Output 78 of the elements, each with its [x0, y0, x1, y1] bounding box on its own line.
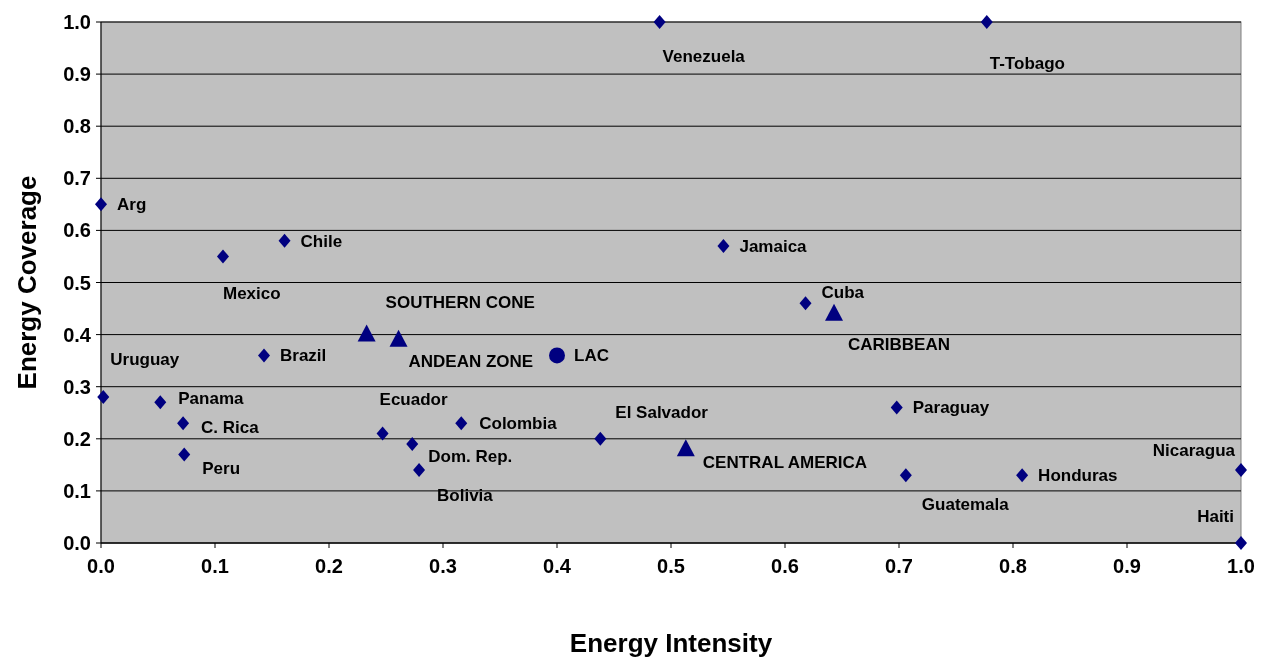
point	[357, 324, 376, 342]
y-tick-label: 0.7	[63, 167, 91, 190]
point	[177, 416, 190, 431]
annotation: Ecuador	[379, 390, 448, 410]
point	[154, 395, 167, 410]
x-tick-label: 0.2	[315, 555, 343, 577]
x-tick-label: 0.9	[1113, 555, 1141, 577]
point	[278, 233, 291, 248]
x-tick-label: 0.0	[87, 555, 115, 577]
annotation: Panama	[178, 388, 245, 408]
y-tick-label: 0.3	[63, 375, 91, 398]
x-tick-label: 0.8	[999, 555, 1027, 577]
point	[890, 400, 903, 415]
x-tick-label: 0.5	[657, 555, 685, 577]
x-tick-label: 0.1	[201, 555, 229, 577]
point	[406, 437, 419, 452]
point	[95, 197, 107, 212]
annotation: Dom. Rep.	[428, 446, 513, 466]
point	[258, 348, 271, 363]
annotation: CARIBBEAN	[848, 335, 951, 355]
point	[97, 390, 110, 405]
point	[980, 15, 993, 29]
x-tick-label: 0.6	[771, 555, 799, 577]
point	[676, 439, 695, 457]
annotation: CENTRAL AMERICA	[702, 452, 868, 472]
annotation: Uruguay	[110, 349, 180, 369]
annotation: Cuba	[821, 282, 865, 302]
annotation: Mexico	[222, 283, 281, 303]
y-tick-label: 0.9	[63, 63, 91, 86]
annotation: Venezuela	[662, 46, 746, 66]
x-tick-label: 1.0	[1227, 555, 1255, 577]
y-tick-label: 0.0	[63, 532, 91, 554]
point	[717, 239, 730, 254]
point	[1235, 463, 1247, 478]
x-tick-label: 0.7	[885, 555, 913, 577]
annotation: Nicaragua	[1152, 440, 1236, 460]
y-tick-label: 1.0	[63, 11, 91, 33]
annotation: Guatemala	[921, 494, 1010, 514]
annotation: El Salvador	[615, 403, 709, 423]
annotation: C. Rica	[201, 417, 260, 437]
point	[389, 329, 408, 347]
annotation: Peru	[202, 458, 241, 478]
y-tick-label: 0.5	[63, 271, 91, 294]
point	[899, 468, 912, 483]
annotation: Arg	[117, 194, 147, 214]
annotation: ANDEAN ZONE	[408, 352, 534, 372]
annotation: Honduras	[1038, 465, 1118, 485]
point	[376, 426, 389, 441]
annotation: SOUTHERN CONE	[385, 293, 535, 313]
point	[549, 347, 565, 364]
y-tick-label: 0.6	[63, 219, 91, 242]
annotation: Paraguay	[912, 398, 990, 418]
annotation: LAC	[574, 345, 609, 365]
y-tick-label: 0.8	[63, 115, 91, 138]
point	[216, 249, 229, 264]
annotation: Colombia	[479, 413, 558, 433]
x-tick-label: 0.3	[429, 555, 457, 577]
point	[455, 416, 468, 431]
point	[1016, 468, 1029, 483]
point	[413, 463, 426, 478]
y-tick-label: 0.4	[63, 323, 92, 346]
point	[799, 296, 812, 311]
point	[825, 303, 844, 321]
point	[1235, 536, 1247, 550]
annotation: Haiti	[1197, 506, 1234, 526]
point	[178, 447, 191, 462]
x-axis-title: Energy Intensity	[569, 628, 773, 658]
annotation: T-Tobago	[989, 53, 1066, 73]
y-tick-label: 0.2	[63, 427, 91, 450]
point	[594, 431, 607, 446]
x-tick-label: 0.4	[543, 555, 572, 577]
annotation: Brazil	[280, 345, 327, 365]
annotation: Chile	[300, 232, 343, 252]
y-axis-title: Energy Coverage	[12, 175, 42, 390]
y-tick-label: 0.1	[63, 479, 91, 502]
annotation: Jamaica	[739, 236, 808, 256]
annotation: Bolivia	[437, 485, 494, 505]
point	[653, 15, 666, 29]
